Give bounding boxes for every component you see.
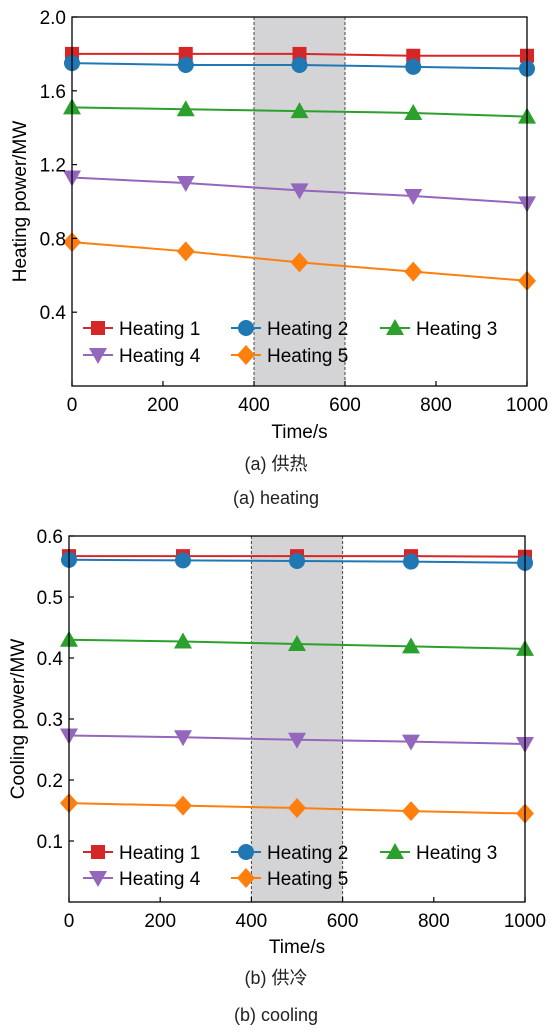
- data-point-series-5: [176, 241, 195, 262]
- y-tick-label: 0.2: [37, 771, 63, 792]
- legend-marker-5: [237, 868, 255, 888]
- legend-label-2: Heating 2: [267, 319, 348, 340]
- y-tick-label: 0.5: [37, 588, 63, 609]
- data-point-series-2: [289, 553, 305, 570]
- data-point-series-3: [402, 637, 420, 654]
- data-point-series-2: [291, 56, 308, 73]
- legend-label-5: Heating 5: [267, 869, 348, 890]
- data-point-series-2: [177, 56, 194, 73]
- data-point-series-1: [406, 48, 421, 63]
- y-tick-label: 1.6: [40, 82, 66, 103]
- data-point-series-3: [404, 103, 423, 120]
- x-tick-label: 1000: [506, 395, 548, 416]
- legend-label-3: Heating 3: [416, 843, 497, 864]
- y-tick-label: 0.1: [37, 832, 63, 853]
- legend-label-5: Heating 5: [267, 346, 348, 367]
- x-tick-label: 0: [67, 395, 78, 416]
- legend-label-1: Heating 1: [119, 843, 200, 864]
- data-point-series-5: [288, 798, 306, 819]
- x-axis-title: Time/s: [271, 422, 327, 443]
- x-tick-label: 800: [420, 395, 452, 416]
- data-point-series-4: [288, 732, 306, 749]
- caption-b-en: (b) cooling: [234, 1005, 318, 1025]
- data-point-series-1: [178, 46, 193, 61]
- y-tick-label: 0.8: [40, 229, 66, 250]
- legend-marker-5: [237, 345, 255, 365]
- y-tick-label: 0.3: [37, 710, 63, 731]
- legend-marker-3: [386, 843, 404, 859]
- data-point-series-2: [175, 552, 191, 569]
- data-point-series-5: [404, 261, 423, 282]
- heating-chart: Heating 1 Heating 2 Heating 3 Heating 4 Heat…: [10, 8, 548, 443]
- legend-marker-4: [89, 348, 107, 364]
- legend-label-4: Heating 4: [119, 869, 201, 890]
- y-tick-label: 1.2: [40, 156, 66, 177]
- caption-a-cn: (a) 供热: [245, 454, 308, 474]
- data-point-series-4: [404, 188, 423, 205]
- x-axis-title: Time/s: [269, 937, 325, 958]
- x-tick-label: 400: [236, 911, 268, 932]
- data-point-series-2: [403, 553, 419, 570]
- plot-frame: [71, 16, 528, 387]
- data-point-series-2: [405, 58, 422, 75]
- caption-a-en: (a) heating: [233, 488, 319, 508]
- data-point-series-5: [174, 795, 192, 816]
- shaded-region: [251, 536, 343, 902]
- legend-marker-2: [238, 320, 254, 336]
- data-point-series-4: [174, 730, 192, 747]
- data-point-series-4: [176, 176, 195, 193]
- y-tick-label: 0.4: [40, 303, 67, 324]
- y-axis-title: Heating power/MW: [10, 121, 31, 283]
- cooling-chart: Heating 1 Heating 2 Heating 3 Heating 4 Heat…: [8, 527, 546, 958]
- y-tick-label: 0.6: [37, 527, 63, 548]
- y-tick-label: 0.4: [37, 649, 64, 670]
- legend-label-3: Heating 3: [416, 319, 497, 340]
- data-point-series-3: [288, 634, 306, 651]
- x-tick-label: 200: [147, 395, 179, 416]
- data-point-series-4: [290, 183, 309, 200]
- y-axis-title: Cooling power/MW: [8, 639, 29, 800]
- legend-label-2: Heating 2: [267, 843, 348, 864]
- legend-label-4: Heating 4: [119, 346, 201, 367]
- x-tick-label: 200: [144, 911, 176, 932]
- data-point-series-3: [176, 100, 195, 117]
- x-tick-label: 600: [329, 395, 361, 416]
- data-point-series-5: [290, 252, 309, 273]
- shaded-region: [254, 17, 345, 386]
- legend-marker-2: [238, 844, 254, 860]
- legend-marker-1: [91, 321, 105, 335]
- legend-marker-3: [386, 319, 404, 335]
- x-tick-label: 600: [327, 911, 359, 932]
- caption-b-cn: (b) 供冷: [245, 968, 308, 988]
- y-tick-label: 2.0: [40, 8, 66, 29]
- data-point-series-3: [174, 632, 192, 649]
- legend-marker-1: [91, 845, 105, 859]
- data-point-series-4: [402, 734, 420, 751]
- data-point-series-3: [290, 102, 309, 119]
- legend-label-1: Heating 1: [119, 319, 200, 340]
- x-tick-label: 400: [238, 395, 270, 416]
- legend-marker-4: [89, 871, 107, 887]
- x-tick-label: 0: [64, 911, 75, 932]
- x-tick-label: 1000: [504, 911, 546, 932]
- x-tick-label: 800: [418, 911, 450, 932]
- data-point-series-1: [292, 46, 307, 61]
- data-point-series-5: [402, 801, 420, 822]
